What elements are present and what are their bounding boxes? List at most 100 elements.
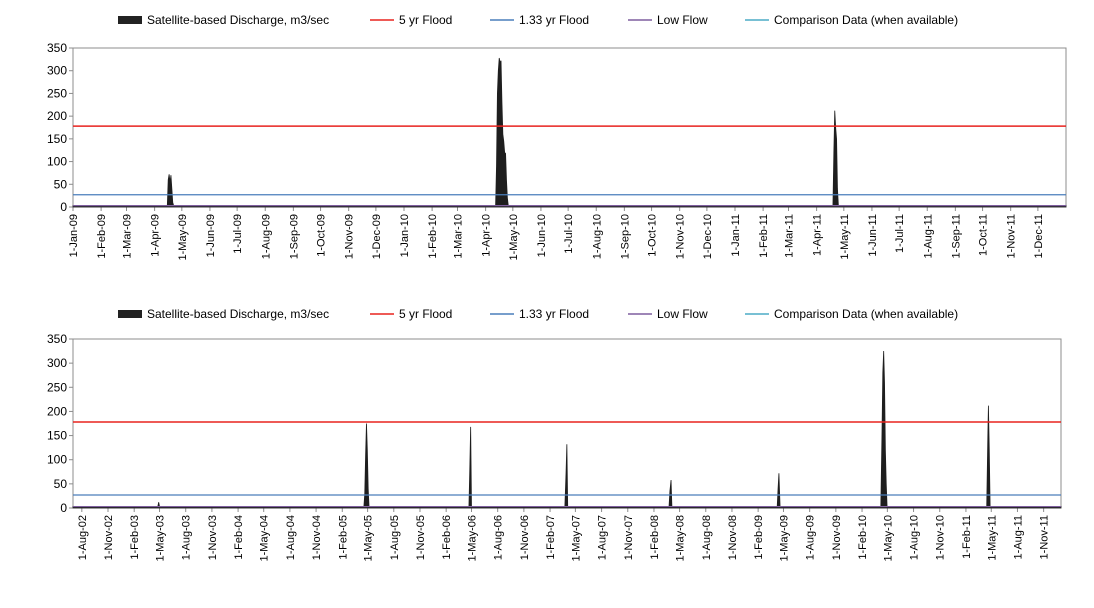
x-tick-label: 1-Aug-04 [285,515,297,560]
x-tick-label: 1-Feb-07 [545,515,557,560]
y-tick-label: 200 [47,109,67,123]
x-tick-label: 1-Nov-07 [623,515,635,560]
x-tick-label: 1-Jun-10 [536,214,548,257]
x-tick-label: 1-Nov-09 [344,214,356,259]
x-tick-label: 1-Feb-08 [649,515,661,560]
x-tick-label: 1-Aug-09 [805,515,817,560]
x-tick-label: 1-May-03 [155,515,167,561]
x-tick-label: 1-May-04 [259,515,271,561]
x-tick-label: 1-Nov-05 [415,515,427,560]
discharge-area [72,57,1067,208]
legend: Satellite-based Discharge, m3/sec 5 yr Fl… [118,13,958,27]
y-axis: 0 50 100 150 200 250 300 350 [47,332,73,515]
x-tick-label: 1-Jan-09 [68,214,80,257]
legend-label: Satellite-based Discharge, m3/sec [147,13,329,27]
x-tick-label: 1-May-09 [177,214,189,260]
x-tick-label: 1-Nov-02 [103,515,115,560]
x-tick-label: 1-Sep-09 [288,214,300,259]
y-tick-label: 200 [47,404,67,418]
x-tick-label: 1-Sep-11 [950,214,962,258]
x-tick-label: 1-Feb-06 [441,515,453,560]
legend-label: Low Flow [657,307,708,321]
x-tick-label: 1-Jul-10 [563,214,575,254]
y-tick-label: 350 [47,332,67,346]
y-tick-label: 50 [54,177,68,191]
x-tick-label: 1-Aug-06 [493,515,505,560]
x-tick-label: 1-Jul-11 [894,214,906,253]
x-tick-label: 1-Aug-09 [260,214,272,259]
y-axis: 0 50 100 150 200 250 300 350 [47,41,73,214]
legend-label: 1.33 yr Flood [519,13,589,27]
x-tick-label: 1-Aug-08 [701,515,713,560]
y-tick-label: 0 [60,200,67,214]
legend-swatch-discharge [118,16,142,24]
y-tick-label: 250 [47,380,67,394]
x-axis: 1-Jan-09 1-Feb-09 1-Mar-09 1-Apr-09 1-May-09… [68,207,1045,260]
legend-label: Satellite-based Discharge, m3/sec [147,307,329,321]
x-tick-label: 1-Feb-03 [129,515,141,560]
x-tick-label: 1-May-06 [467,515,479,561]
x-tick-label: 1-Feb-05 [337,515,349,560]
x-tick-label: 1-Nov-09 [831,515,843,560]
x-tick-label: 1-Aug-11 [922,214,934,258]
x-tick-label: 1-Feb-09 [96,214,108,259]
x-tick-label: 1-May-11 [986,515,998,561]
x-tick-label: 1-Oct-09 [316,214,328,257]
legend-label: 1.33 yr Flood [519,307,589,321]
x-tick-label: 1-Nov-04 [311,515,323,560]
legend-label: Low Flow [657,13,708,27]
x-tick-label: 1-May-10 [882,515,894,561]
chart-2: Satellite-based Discharge, m3/sec 5 yr Fl… [47,307,1062,561]
x-tick-label: 1-Feb-04 [233,515,245,560]
x-tick-label: 1-Oct-10 [647,214,659,257]
x-tick-label: 1-Feb-10 [857,515,869,560]
x-tick-label: 1-Feb-09 [753,515,765,560]
y-tick-label: 100 [47,155,67,169]
x-tick-label: 1-Feb-11 [961,515,973,559]
x-tick-label: 1-Mar-11 [784,214,796,258]
x-tick-label: 1-May-05 [363,515,375,561]
x-tick-label: 1-Jun-09 [205,214,217,257]
y-tick-label: 150 [47,429,67,443]
x-tick-label: 1-Aug-07 [597,515,609,560]
y-tick-label: 250 [47,86,67,100]
x-tick-label: 1-Nov-11 [1039,515,1051,559]
y-tick-label: 0 [60,501,67,515]
y-tick-label: 100 [47,453,67,467]
x-tick-label: 1-May-08 [675,515,687,561]
x-tick-label: 1-Aug-03 [181,515,193,560]
x-tick-label: 1-Aug-11 [1012,515,1024,559]
x-tick-label: 1-Nov-11 [1006,214,1018,258]
x-axis: 1-Aug-02 1-Nov-02 1-Feb-03 1-May-03 1-Aug-03… [77,508,1051,561]
y-tick-label: 50 [54,477,68,491]
x-tick-label: 1-Apr-09 [150,214,162,257]
legend: Satellite-based Discharge, m3/sec 5 yr Fl… [118,307,958,321]
x-tick-label: 1-Nov-08 [727,515,739,560]
y-tick-label: 300 [47,64,67,78]
y-tick-label: 350 [47,41,67,55]
x-tick-label: 1-Sep-10 [619,214,631,259]
y-tick-label: 300 [47,356,67,370]
chart-1: Satellite-based Discharge, m3/sec 5 yr Fl… [47,13,1067,260]
x-tick-label: 1-May-09 [778,515,790,561]
x-tick-label: 1-May-07 [570,515,582,561]
y-tick-label: 150 [47,132,67,146]
x-tick-label: 1-Nov-10 [675,214,687,259]
legend-label: 5 yr Flood [399,13,452,27]
x-tick-label: 1-Aug-10 [909,515,921,560]
plot-area [72,47,1067,208]
x-tick-label: 1-Jul-09 [232,214,244,254]
x-tick-label: 1-May-11 [839,214,851,260]
x-tick-label: 1-May-10 [508,214,520,260]
legend-swatch-discharge [118,310,142,318]
x-tick-label: 1-Oct-11 [978,214,990,256]
x-tick-label: 1-Jan-11 [730,214,742,257]
x-tick-label: 1-Feb-10 [427,214,439,259]
x-tick-label: 1-Nov-10 [935,515,947,560]
x-tick-label: 1-Mar-09 [122,214,134,259]
x-tick-label: 1-Apr-10 [481,214,493,257]
x-tick-label: 1-Mar-10 [453,214,465,259]
x-tick-label: 1-Nov-03 [207,515,219,560]
x-tick-label: 1-Dec-09 [371,214,383,259]
